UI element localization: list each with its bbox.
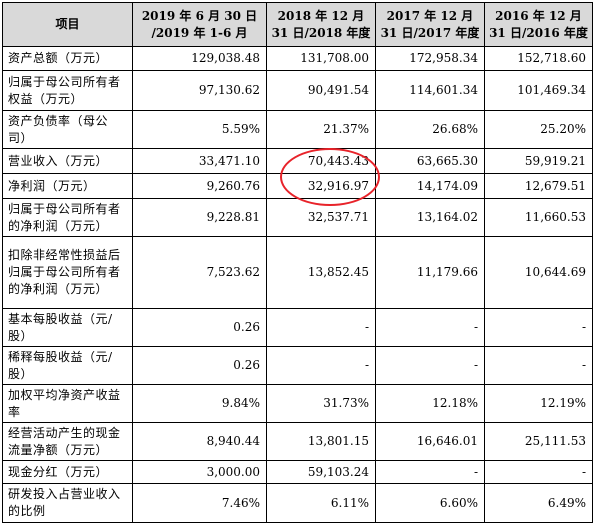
header-item: 项目 — [2, 2, 133, 47]
cell-value: 114,601.34 — [375, 70, 485, 111]
table-row: 现金分红（万元） 3,000.00 59,103.24 - - — [2, 460, 593, 484]
cell-value: 12.19% — [484, 384, 593, 423]
cell-value: 3,000.00 — [132, 460, 267, 484]
row-label: 研发投入占营业收入的比例 — [2, 483, 133, 523]
cell-value: 152,718.60 — [484, 46, 593, 71]
cell-value: 26.68% — [375, 110, 485, 149]
row-label: 归属于母公司所有者权益（万元） — [2, 70, 133, 111]
header-2018: 2018 年 12 月 31 日/2018 年度 — [266, 2, 376, 47]
cell-value: 129,038.48 — [132, 46, 267, 71]
cell-value: 10,644.69 — [484, 236, 593, 309]
financial-summary-table: 项目 2019 年 6 月 30 日 /2019 年 1-6 月 2018 年 … — [2, 2, 593, 523]
cell-value: 9.84% — [132, 384, 267, 423]
row-label: 现金分红（万元） — [2, 460, 133, 484]
cell-value: 13,164.02 — [375, 198, 485, 237]
cell-value: 32,916.97 — [266, 173, 376, 199]
cell-value: 0.26 — [132, 346, 267, 385]
table-row: 资产负债率（母公司） 5.59% 21.37% 26.68% 25.20% — [2, 110, 593, 149]
row-label: 归属于母公司所有者的净利润（万元） — [2, 198, 133, 237]
cell-value: 63,665.30 — [375, 148, 485, 174]
cell-value: 9,260.76 — [132, 173, 267, 199]
cell-value: 13,801.15 — [266, 422, 376, 461]
cell-value: 131,708.00 — [266, 46, 376, 71]
row-label: 基本每股收益（元/股） — [2, 308, 133, 347]
cell-value: - — [375, 308, 485, 347]
table-row: 经营活动产生的现金流量净额（万元） 8,940.44 13,801.15 16,… — [2, 422, 593, 461]
cell-value: 9,228.81 — [132, 198, 267, 237]
header-2016: 2016 年 12 月 31 日/2016 年度 — [484, 2, 593, 47]
cell-value: - — [375, 460, 485, 484]
row-label: 加权平均净资产收益率 — [2, 384, 133, 423]
cell-value: 32,537.71 — [266, 198, 376, 237]
table-row: 归属于母公司所有者权益（万元） 97,130.62 90,491.54 114,… — [2, 70, 593, 111]
cell-value: - — [484, 460, 593, 484]
table-row: 扣除非经常性损益后归属于母公司所有者的净利润（万元） 7,523.62 13,8… — [2, 236, 593, 309]
header-2019h1: 2019 年 6 月 30 日 /2019 年 1-6 月 — [132, 2, 267, 47]
cell-value: 16,646.01 — [375, 422, 485, 461]
cell-value: 59,103.24 — [266, 460, 376, 484]
cell-value: 97,130.62 — [132, 70, 267, 111]
cell-value: - — [484, 346, 593, 385]
cell-value: - — [484, 308, 593, 347]
row-label: 资产负债率（母公司） — [2, 110, 133, 149]
cell-value: 12.18% — [375, 384, 485, 423]
header-2017: 2017 年 12 月 31 日/2017 年度 — [375, 2, 485, 47]
cell-value: 7.46% — [132, 483, 267, 523]
cell-value: 101,469.34 — [484, 70, 593, 111]
table-header-row: 项目 2019 年 6 月 30 日 /2019 年 1-6 月 2018 年 … — [2, 2, 593, 47]
cell-value: 13,852.45 — [266, 236, 376, 309]
cell-value: 6.11% — [266, 483, 376, 523]
cell-value: 5.59% — [132, 110, 267, 149]
cell-value: 59,919.21 — [484, 148, 593, 174]
row-label: 稀释每股收益（元/股） — [2, 346, 133, 385]
row-label: 营业收入（万元） — [2, 148, 133, 174]
cell-value: 11,179.66 — [375, 236, 485, 309]
cell-value: 6.49% — [484, 483, 593, 523]
cell-value: 8,940.44 — [132, 422, 267, 461]
cell-value: 90,491.54 — [266, 70, 376, 111]
table-row: 资产总额（万元） 129,038.48 131,708.00 172,958.3… — [2, 46, 593, 71]
row-label: 扣除非经常性损益后归属于母公司所有者的净利润（万元） — [2, 236, 133, 309]
cell-value: 11,660.53 — [484, 198, 593, 237]
cell-value: - — [375, 346, 485, 385]
table-row: 研发投入占营业收入的比例 7.46% 6.11% 6.60% 6.49% — [2, 483, 593, 523]
cell-value: 33,471.10 — [132, 148, 267, 174]
cell-value: 31.73% — [266, 384, 376, 423]
cell-value: 6.60% — [375, 483, 485, 523]
row-label: 净利润（万元） — [2, 173, 133, 199]
cell-value: 25,111.53 — [484, 422, 593, 461]
table-row: 归属于母公司所有者的净利润（万元） 9,228.81 32,537.71 13,… — [2, 198, 593, 237]
table-row: 净利润（万元） 9,260.76 32,916.97 14,174.09 12,… — [2, 173, 593, 199]
table-row: 加权平均净资产收益率 9.84% 31.73% 12.18% 12.19% — [2, 384, 593, 423]
table-row: 基本每股收益（元/股） 0.26 - - - — [2, 308, 593, 347]
cell-value: 70,443.43 — [266, 148, 376, 174]
cell-value: 25.20% — [484, 110, 593, 149]
cell-value: 0.26 — [132, 308, 267, 347]
row-label: 经营活动产生的现金流量净额（万元） — [2, 422, 133, 461]
row-label: 资产总额（万元） — [2, 46, 133, 71]
cell-value: - — [266, 346, 376, 385]
table-row: 营业收入（万元） 33,471.10 70,443.43 63,665.30 5… — [2, 148, 593, 174]
cell-value: 12,679.51 — [484, 173, 593, 199]
table-row: 稀释每股收益（元/股） 0.26 - - - — [2, 346, 593, 385]
cell-value: 21.37% — [266, 110, 376, 149]
cell-value: 14,174.09 — [375, 173, 485, 199]
cell-value: - — [266, 308, 376, 347]
cell-value: 7,523.62 — [132, 236, 267, 309]
cell-value: 172,958.34 — [375, 46, 485, 71]
